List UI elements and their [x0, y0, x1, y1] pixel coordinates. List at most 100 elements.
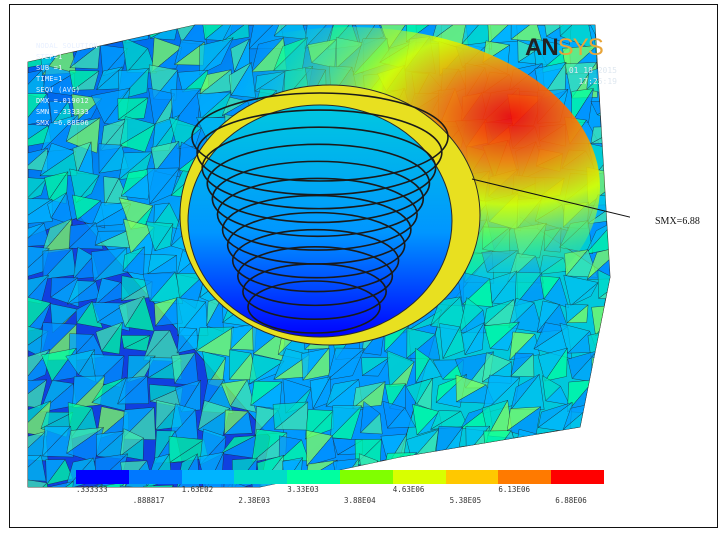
solution-info: NODAL SOLUTION STEP=1 SUB =1 TIME=1 SEQV… — [36, 41, 98, 129]
logo-part-b: SYS — [557, 34, 604, 61]
mesh-element — [616, 377, 630, 413]
mesh-element — [619, 307, 630, 325]
mesh-element — [28, 379, 48, 409]
mesh-element — [559, 25, 594, 50]
legend-color-bar — [76, 470, 604, 484]
mesh-element — [623, 361, 630, 386]
mesh-element — [514, 428, 540, 460]
legend-label-top: 1.63E02 — [181, 485, 214, 494]
mesh-element — [72, 70, 100, 91]
mesh-element — [50, 191, 73, 226]
mesh-element — [464, 322, 485, 356]
mesh-element — [588, 427, 610, 456]
fea-plot: NODAL SOLUTION STEP=1 SUB =1 TIME=1 SEQV… — [20, 17, 630, 513]
mesh-element — [542, 432, 569, 453]
mesh-element — [596, 100, 610, 122]
mesh-element — [416, 378, 433, 410]
mesh-element — [612, 125, 630, 152]
mesh-element — [41, 481, 74, 487]
legend-label-top: 4.63E06 — [392, 485, 425, 494]
mesh-element — [361, 357, 390, 377]
ansys-logo: ANSYS — [525, 34, 604, 61]
mesh-element — [221, 25, 250, 42]
mesh-element — [611, 195, 630, 231]
mesh-element — [223, 410, 253, 435]
mesh-element — [545, 432, 574, 462]
mesh-element — [615, 437, 630, 452]
mesh-element — [616, 457, 630, 487]
mesh-element — [386, 407, 416, 429]
legend-swatch — [181, 470, 235, 484]
legend-swatch — [551, 470, 604, 484]
mesh-element — [359, 412, 383, 435]
time-text: 17:25:19 — [578, 77, 617, 86]
thread-ring — [216, 177, 418, 251]
mesh-element — [612, 128, 630, 152]
mesh-element — [67, 280, 101, 305]
mesh-element — [591, 304, 610, 337]
mesh-element — [592, 413, 610, 435]
mesh-element — [621, 65, 630, 100]
info-line: DMX =.019012 — [36, 97, 89, 105]
mesh-element — [124, 295, 155, 332]
mesh-element — [559, 25, 587, 37]
mesh-element — [615, 490, 630, 511]
mesh-element — [616, 409, 630, 440]
mesh-element — [91, 481, 127, 487]
info-line: SEQV (AVG) — [36, 86, 81, 94]
mesh-element — [612, 17, 630, 49]
info-line: STEP=1 — [36, 53, 63, 61]
mesh-element — [619, 148, 630, 172]
mesh-element — [122, 335, 151, 352]
mesh-element — [566, 304, 589, 324]
mesh-element — [615, 282, 630, 303]
thread-ring — [191, 92, 449, 182]
mesh-element — [613, 227, 630, 253]
date-text: 01 18 2015 — [568, 66, 617, 75]
mesh-element — [616, 65, 630, 98]
mesh-element — [623, 97, 630, 119]
mesh-element — [590, 436, 610, 461]
legend-label-bottom: .888817 — [132, 496, 165, 505]
legend-swatch — [287, 470, 340, 484]
mesh-visualization — [27, 17, 630, 511]
legend-label-bottom: 6.88E06 — [555, 496, 587, 505]
thread-ring — [206, 143, 431, 224]
legend-label-top: 6.13E06 — [498, 485, 530, 494]
mesh-element — [624, 171, 630, 200]
mesh-element — [543, 277, 570, 309]
legend-swatch — [76, 470, 129, 484]
info-line: SUB =1 — [36, 64, 63, 72]
info-line: SMN =.333333 — [36, 108, 89, 116]
figure-frame — [9, 4, 718, 528]
legend-label-top: 3.33E03 — [287, 485, 319, 494]
thread-ring — [231, 228, 400, 293]
mesh-element — [312, 375, 332, 410]
info-line: NODAL SOLUTION — [36, 42, 98, 50]
thread-ring — [201, 126, 437, 210]
thread-ring — [242, 263, 387, 320]
mesh-element — [593, 402, 610, 435]
mesh-element — [616, 457, 630, 487]
mesh-element — [623, 327, 630, 354]
mesh-element — [591, 348, 610, 382]
mesh-element — [616, 413, 630, 440]
mesh-element — [544, 347, 568, 382]
mesh-element — [619, 91, 630, 119]
mesh-element — [613, 24, 630, 49]
mesh-element — [28, 478, 48, 487]
mesh-element — [28, 93, 52, 127]
mesh-element — [510, 353, 535, 378]
mesh-element — [621, 358, 630, 381]
mesh-element — [623, 249, 630, 283]
info-line: SMX =6.88E06 — [36, 119, 89, 127]
mesh-element — [561, 437, 589, 460]
legend-label-top: .333333 — [76, 485, 108, 494]
mesh-element — [28, 454, 42, 481]
mesh-element — [92, 25, 130, 41]
mesh-element — [92, 25, 130, 41]
mesh-element — [101, 321, 123, 355]
legend-label-bottom: 2.38E03 — [238, 496, 270, 505]
mesh-element — [45, 458, 74, 486]
mesh-element — [510, 25, 543, 43]
